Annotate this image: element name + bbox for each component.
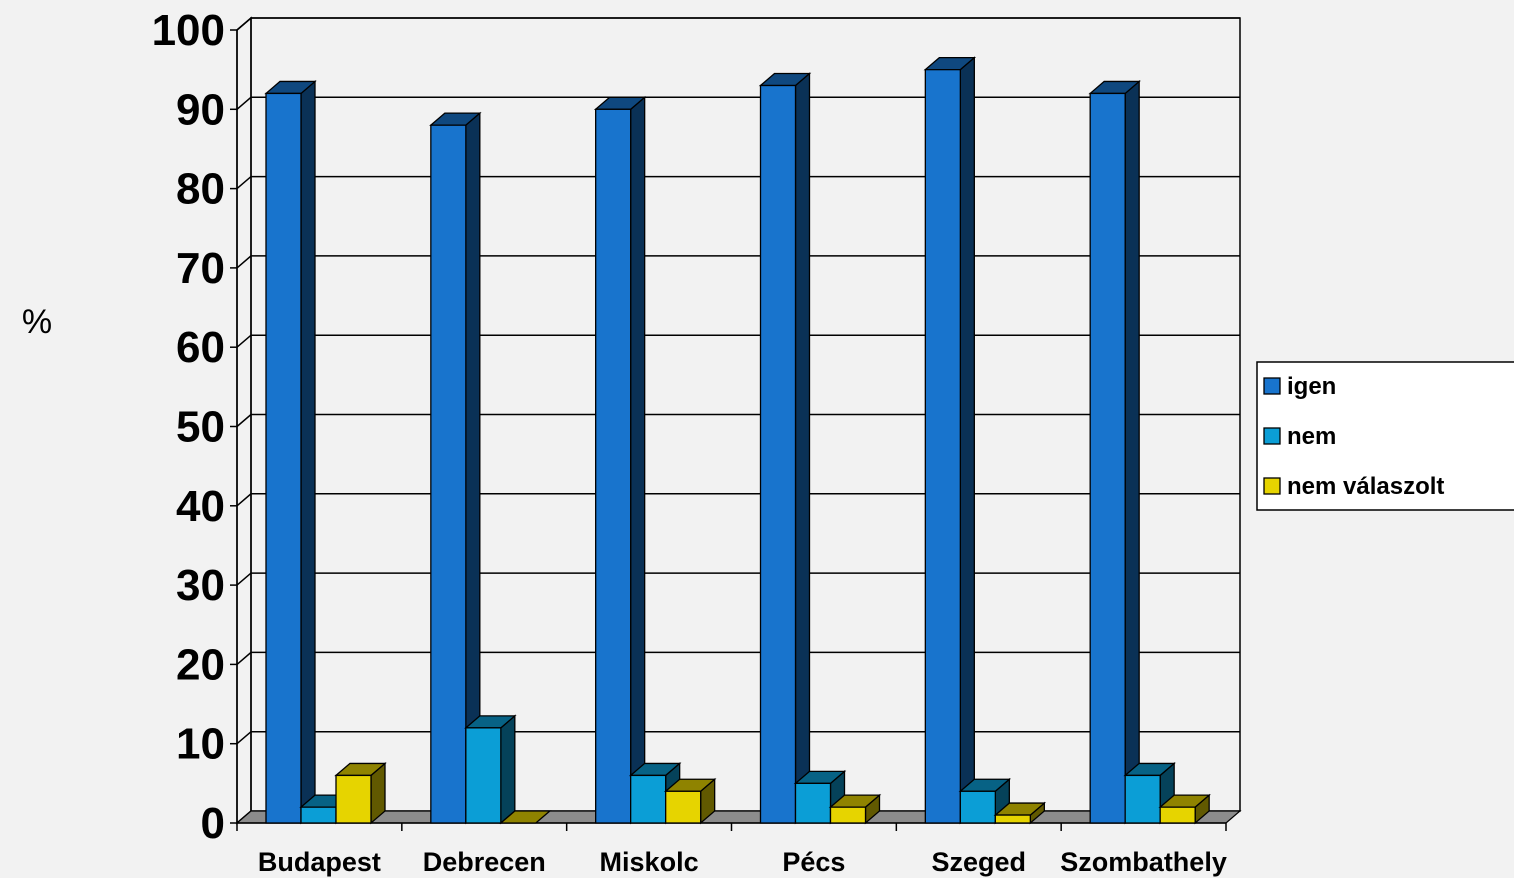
legend-label: nem <box>1287 423 1336 450</box>
gridline <box>236 17 1240 31</box>
bar-igen-Miskolc <box>593 95 647 825</box>
legend-label: nem válaszolt <box>1287 473 1444 500</box>
legend-swatch <box>1263 427 1281 445</box>
legend: igen nem nem válaszolt <box>1256 361 1514 511</box>
gridline <box>236 175 1240 190</box>
legend-swatch <box>1263 377 1281 395</box>
gridline <box>236 730 1240 745</box>
x-tick-label: Szeged <box>931 847 1026 877</box>
y-axis-label: % <box>22 303 52 341</box>
bar-nem-válaszolt-Budapest <box>334 762 387 825</box>
y-tick-label: 0 <box>201 799 225 848</box>
bar-nem-válaszolt-Pécs <box>828 793 882 825</box>
gridline <box>236 651 1240 665</box>
axes <box>230 29 1227 831</box>
bar-nem-Debrecen <box>464 714 517 825</box>
y-tick-label: 20 <box>176 640 225 689</box>
gridline <box>236 96 1240 110</box>
bar-nem-válaszolt-Szombathely <box>1158 793 1211 825</box>
bar-igen-Debrecen <box>429 111 482 825</box>
legend-box <box>1256 361 1514 511</box>
bar-igen-Szombathely <box>1088 80 1141 825</box>
bar-igen-Pécs <box>758 72 812 825</box>
gridline <box>236 334 1240 348</box>
legend-entry: nem <box>1263 423 1336 450</box>
y-tick-label: 40 <box>176 482 225 531</box>
legend-entry: nem válaszolt <box>1263 473 1444 500</box>
bar-nem-válaszolt-Miskolc <box>663 777 717 825</box>
gridline <box>236 413 1240 428</box>
gridline <box>236 572 1240 586</box>
gridline <box>236 255 1240 269</box>
gridlines <box>236 17 1240 745</box>
bars <box>264 56 1211 825</box>
bar-nem-válaszolt-Szeged <box>993 801 1047 825</box>
legend-swatch <box>1263 477 1281 495</box>
y-tick-label: 50 <box>176 403 225 452</box>
y-tick-label: 30 <box>176 561 225 610</box>
x-tick-label: Budapest <box>258 847 381 877</box>
tick-labels: 0 10 20 30 40 50 60 70 80 90 100 Budapest Debrecen Mi… <box>152 6 1227 877</box>
legend-label: igen <box>1287 373 1336 400</box>
x-tick-label: Pécs <box>782 847 845 877</box>
y-tick-label: 90 <box>176 85 225 134</box>
bar-igen-Budapest <box>264 80 317 825</box>
bar-nem-Szombathely <box>1123 762 1176 825</box>
y-tick-label: 60 <box>176 323 225 372</box>
bar-nem-válaszolt-Debrecen <box>499 810 552 824</box>
y-tick-label: 80 <box>176 165 225 214</box>
x-tick-label: Miskolc <box>600 847 699 877</box>
y-tick-label: 10 <box>176 720 225 769</box>
y-tick-label: 100 <box>152 6 225 55</box>
x-tick-label: Szombathely <box>1060 847 1227 877</box>
legend-entry: igen <box>1263 373 1336 400</box>
gridline <box>236 493 1240 507</box>
y-tick-label: 70 <box>176 244 225 293</box>
x-tick-label: Debrecen <box>423 847 546 877</box>
bar-igen-Szeged <box>923 56 977 825</box>
